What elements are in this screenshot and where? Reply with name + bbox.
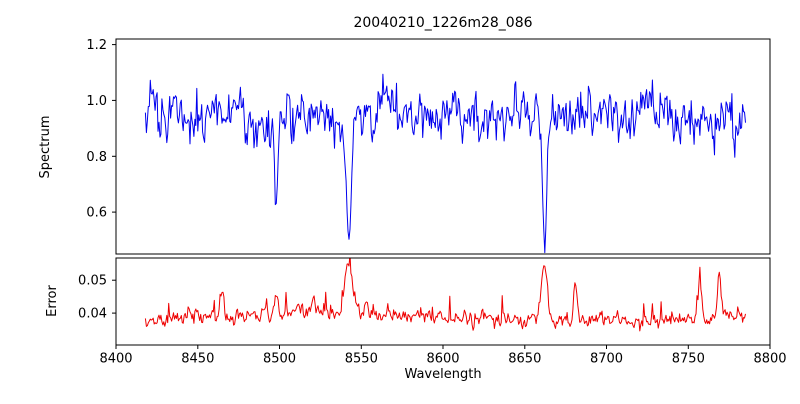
spectrum-ytick-label: 1.0 [86, 94, 107, 109]
spectrum-panel: 0.6 0.8 1.0 1.2 Spectrum [38, 38, 771, 255]
error-ytick-label: 0.04 [78, 307, 107, 322]
spectrum-ytick-label: 0.6 [86, 206, 107, 221]
chart-title: 20040210_1226m28_086 [353, 15, 532, 31]
spectrum-ytick-label: 1.2 [86, 38, 107, 53]
xtick-label: 8550 [345, 352, 378, 367]
error-panel: 0.04 0.05 Error 8400 8450 8500 8550 8600… [45, 257, 787, 382]
spectrum-ytick-label: 0.8 [86, 150, 107, 165]
xtick-label: 8800 [753, 352, 786, 367]
xtick-label: 8650 [508, 352, 541, 367]
error-ytick-label: 0.05 [78, 274, 107, 289]
xtick-label: 8450 [181, 352, 214, 367]
xtick-label: 8500 [263, 352, 296, 367]
x-axis-label: Wavelength [404, 367, 481, 382]
xtick-label: 8700 [590, 352, 623, 367]
spectrum-line [144, 73, 746, 254]
xtick-label: 8400 [99, 352, 132, 367]
error-line [144, 258, 746, 332]
xtick-label: 8750 [672, 352, 705, 367]
xtick-label: 8600 [426, 352, 459, 367]
spectrum-axes-box [115, 38, 771, 255]
spectrum-ylabel: Spectrum [38, 116, 53, 179]
error-ylabel: Error [45, 285, 60, 317]
